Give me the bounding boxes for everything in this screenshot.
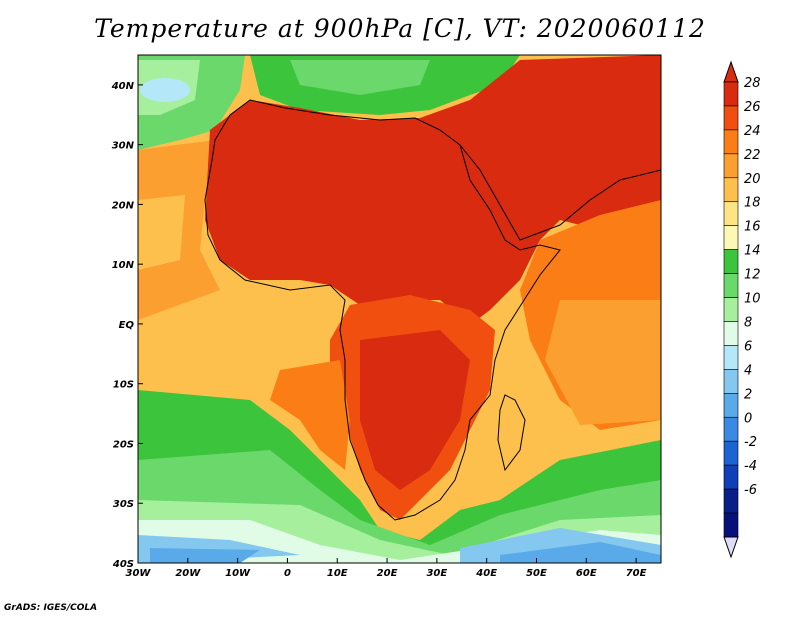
colorbar-label: -4 [744,459,757,474]
colorbar-label: 18 [744,196,761,211]
colorbar-swatch [723,249,739,274]
x-tick-label: 50E [526,568,547,579]
colorbar-swatch [723,201,739,226]
plot-frame [137,54,662,564]
x-tick-label: 10W [225,568,251,579]
colorbar-label: 16 [744,220,761,235]
x-tick-label: 60E [576,568,597,579]
colorbar-swatch [723,177,739,203]
colorbar-label: 24 [744,124,761,139]
y-axis-ticks: 40N 30N 20N 10N EQ 10S 20S 30S 40S [111,81,143,570]
colorbar-label: 12 [744,268,761,283]
colorbar-swatch [723,225,739,250]
colorbar-swatch [723,393,739,418]
colorbar-swatch [723,297,739,322]
y-tick-label: 30N [112,141,135,152]
colorbar-label: 2 [744,387,752,402]
colorbar-swatch [723,105,739,131]
colorbar-swatch [723,369,739,394]
y-tick-label: 10S [113,380,134,391]
x-tick-label: 70E [626,568,647,579]
colorbar-label: 10 [744,292,761,307]
y-tick-label: 20N [112,200,135,211]
africa-coast [204,99,561,521]
colorbar-swatch [723,488,739,514]
colorbar-label: 4 [744,363,752,378]
colorbar-top-arrow [723,60,739,83]
colorbar-swatch [723,416,739,442]
colorbar-label: 8 [744,315,752,330]
x-tick-label: 20W [175,568,201,579]
colorbar-label: 26 [744,100,761,115]
colorbar-swatch [723,81,739,107]
colorbar-swatch [723,129,739,155]
colorbar-swatch [723,273,739,298]
x-axis-ticks: 30W 20W 10W 0 10E 20E 30E 40E 50E 60E 70E [126,558,647,579]
x-tick-label: 10E [327,568,348,579]
colorbar-label: -6 [744,483,757,498]
colorbar-swatch [723,153,739,179]
colorbar-swatch [723,440,739,466]
y-tick-label: 20S [113,439,134,450]
colorbar-swatch [723,512,739,538]
x-tick-label: 20E [377,568,398,579]
chart-title: Temperature at 900hPa [C], VT: 202006011… [94,14,706,43]
colorbar-label: 20 [744,172,761,187]
angola-ocean-field [270,360,350,470]
colorbar-label: 22 [744,148,761,163]
x-tick-label: 40E [475,568,497,579]
y-tick-label: 30S [113,499,134,510]
colorbar-label: 14 [744,244,761,259]
colorbar-label: 6 [744,339,752,354]
y-tick-label: EQ [119,320,135,331]
colorbar-label: 0 [744,411,752,426]
madagascar-coast [497,394,526,472]
temperature-field [138,55,661,563]
coastlines [204,99,661,521]
colorbar-bottom-arrow [723,536,739,559]
x-tick-label: 30W [126,568,152,579]
colorbar-swatch [723,321,739,346]
y-tick-label: 10N [112,260,135,271]
x-tick-label: 30E [426,568,447,579]
colorbar-swatch [723,345,739,370]
north-africa-hot-field [205,55,661,325]
grads-credit: GrADS: IGES/COLA [4,603,98,613]
colorbar-label: 28 [744,76,761,91]
arabia-coast [459,144,661,241]
y-tick-label: 40N [111,81,135,92]
colorbar-swatch [723,464,739,490]
colorbar-label: -2 [744,435,757,450]
x-tick-label: 0 [284,568,291,579]
y-tick-label: 40S [112,559,134,570]
